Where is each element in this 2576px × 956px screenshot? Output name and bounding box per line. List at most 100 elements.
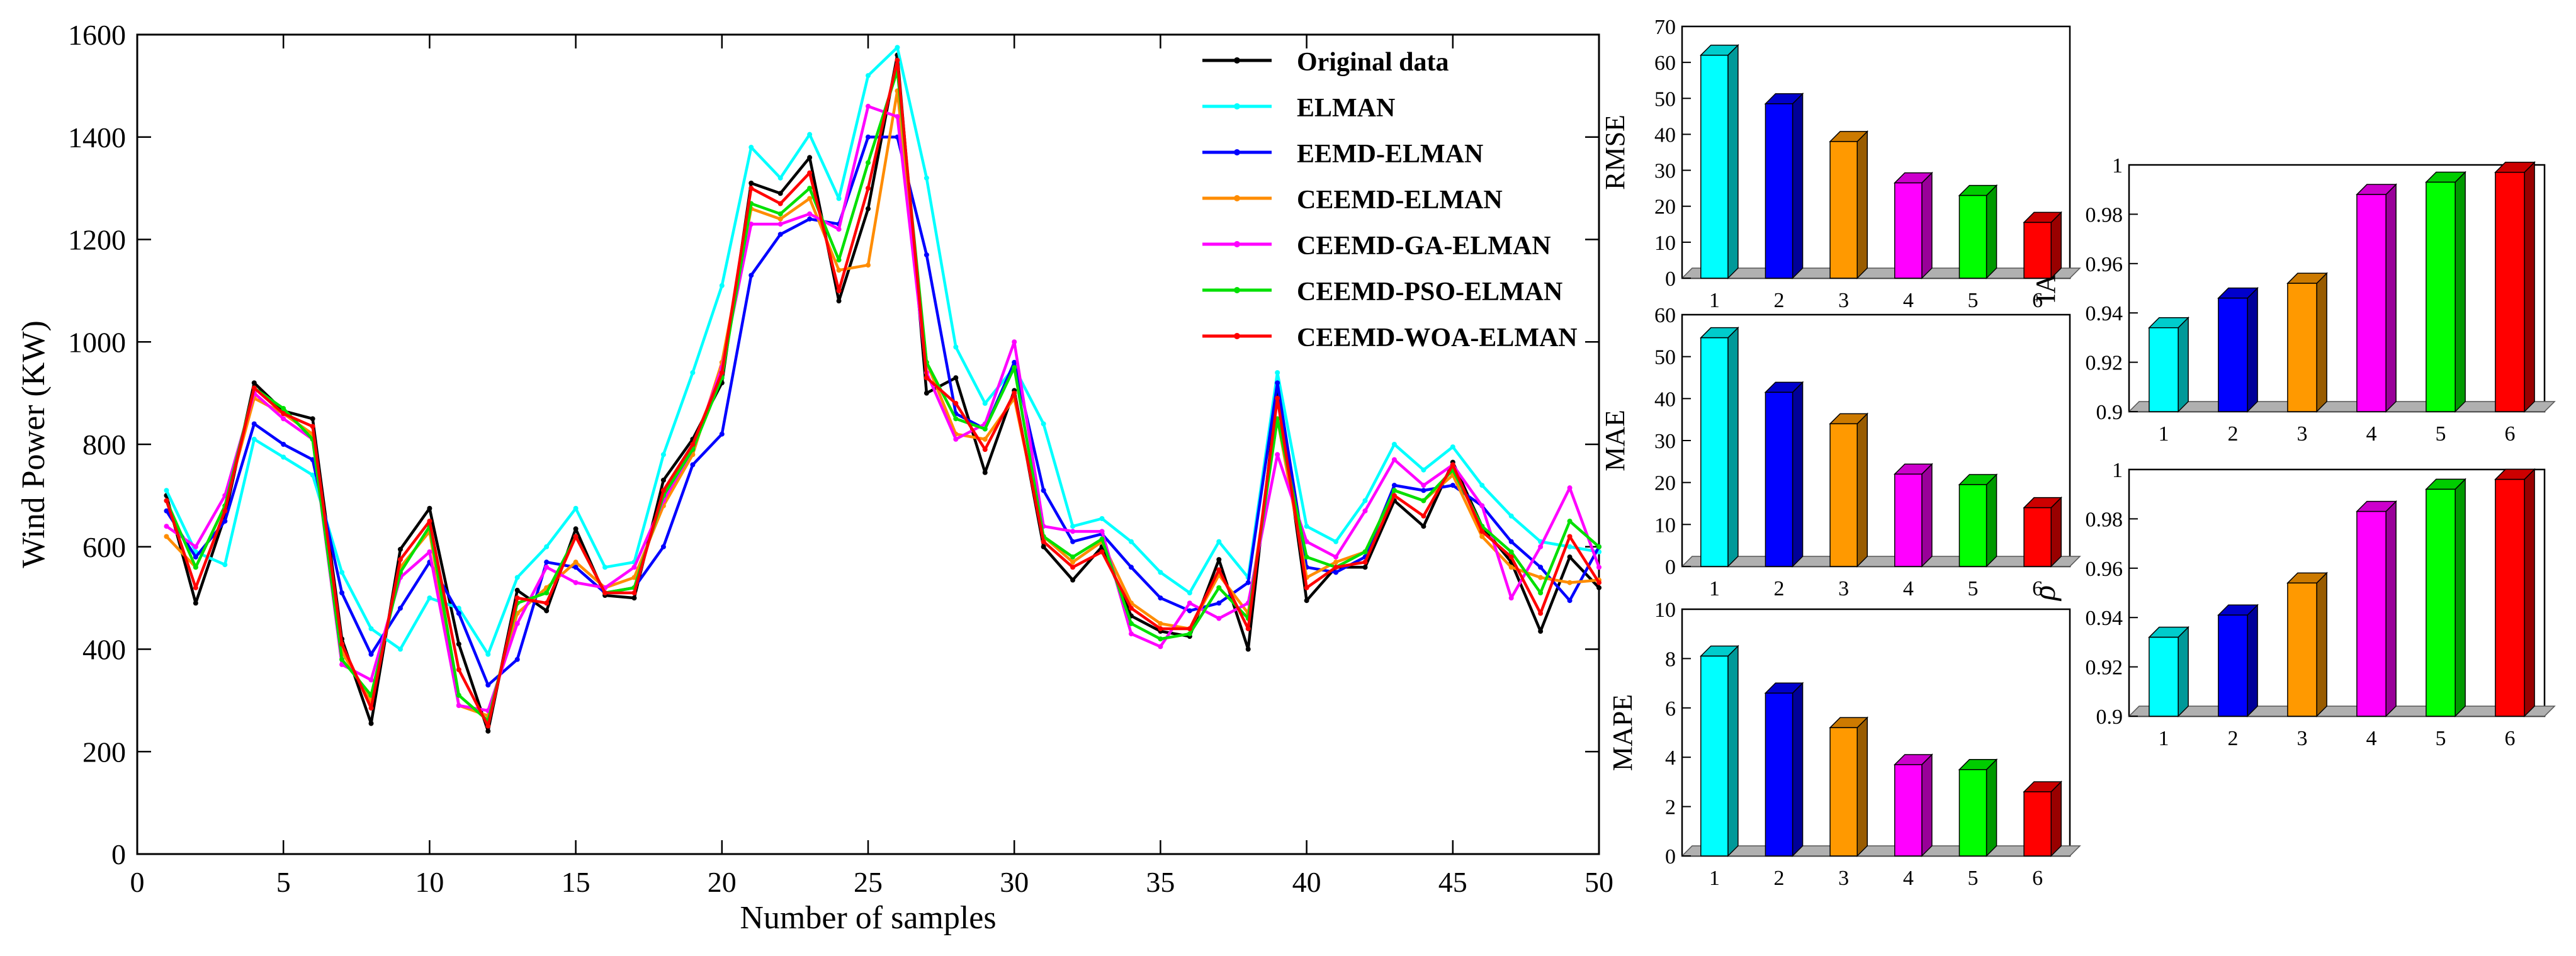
data-point [251,436,257,442]
x-tick-label: 30 [1000,866,1029,898]
data-point [1070,539,1076,544]
bar-1 [1699,326,1739,568]
data-point [1070,560,1076,565]
data-point [573,580,579,585]
data-point [1567,598,1573,604]
x-tick-label: 1 [2159,727,2169,750]
data-point [310,424,315,429]
bar-side [1792,381,1804,568]
data-point [660,544,666,549]
bar-front [1894,473,1923,567]
legend-marker [1234,241,1240,247]
data-point [1450,462,1455,468]
data-point [1538,590,1544,595]
data-point [631,590,637,595]
data-point [222,562,228,568]
bar-side [1986,758,1997,857]
data-point [982,400,988,406]
bar-front [2149,636,2179,717]
data-point [1421,498,1426,503]
bar-front [1765,103,1794,279]
data-point [544,590,550,595]
bar-side [2178,626,2189,717]
floor [2128,401,2556,412]
bar-front [1829,727,1858,857]
y-tick-label: 40 [1654,123,1676,147]
data-point [1245,646,1251,652]
plot-area [1681,25,2071,279]
bar-side [1727,326,1739,568]
y-tick-label: 600 [82,531,126,563]
x-tick-label: 2 [1774,289,1785,312]
data-point [1187,600,1192,606]
data-point [1304,554,1309,560]
bar-front [2287,283,2317,412]
legend-marker [1234,103,1240,110]
x-tick-label: 5 [2436,422,2446,446]
data-point [514,621,520,626]
data-point [866,160,871,166]
y-tick-label: 0.9 [2096,401,2123,424]
x-tick-label: 4 [1903,289,1914,312]
x-tick-label: 15 [562,866,590,898]
data-point [573,560,579,565]
bar-5 [2425,171,2466,413]
y-tick-label: 20 [1654,472,1676,495]
data-point [1304,524,1309,529]
data-point [895,45,900,50]
data-point [1333,539,1339,544]
bar-1 [1699,644,1739,857]
bar-5 [1958,758,1998,857]
data-point [777,216,783,222]
data-point [1158,626,1163,631]
plot-area [136,33,1600,855]
data-point [544,544,550,549]
data-point [602,590,608,595]
y-tick-label: 30 [1654,160,1676,183]
x-axis-label: Number of samples [740,900,996,936]
data-point [1508,554,1514,560]
data-point [1538,544,1544,549]
data-point [514,587,520,593]
data-point [660,477,666,483]
data-point [193,600,198,606]
y-tick-label: 1 [2112,459,2123,482]
data-point [1362,560,1368,565]
bar-front [2495,172,2525,412]
x-tick-label: 6 [2032,577,2043,600]
bar-4 [1893,463,1933,568]
bar-2 [1764,682,1804,857]
x-tick-label: 4 [1903,867,1914,890]
data-point [164,508,169,514]
data-point [982,447,988,453]
x-tick-label: 3 [1838,577,1849,600]
data-point [749,180,754,186]
data-point [1128,605,1134,611]
data-point [573,565,579,570]
x-tick-label: 25 [854,866,883,898]
bar-1 [2148,316,2189,413]
bar-front [2287,582,2317,717]
data-point [1567,534,1573,539]
data-point [1041,544,1046,549]
data-point [1362,508,1368,514]
data-point [749,145,754,150]
data-point [924,252,929,257]
bar-1 [1699,43,1739,279]
data-point [1041,539,1046,544]
y-tick-label: 200 [82,736,126,768]
data-point [1333,570,1339,575]
data-point [631,575,637,580]
data-point [807,211,813,217]
bar-3 [1829,716,1869,857]
data-point [427,505,432,511]
data-point [1479,483,1485,488]
bar-front [1894,764,1923,857]
data-point [1450,483,1455,488]
bar-side [1856,412,1868,568]
y-tick-label: 1000 [68,326,126,358]
data-point [1099,536,1105,542]
bar-4 [2356,183,2397,413]
bar-front [2218,614,2248,717]
